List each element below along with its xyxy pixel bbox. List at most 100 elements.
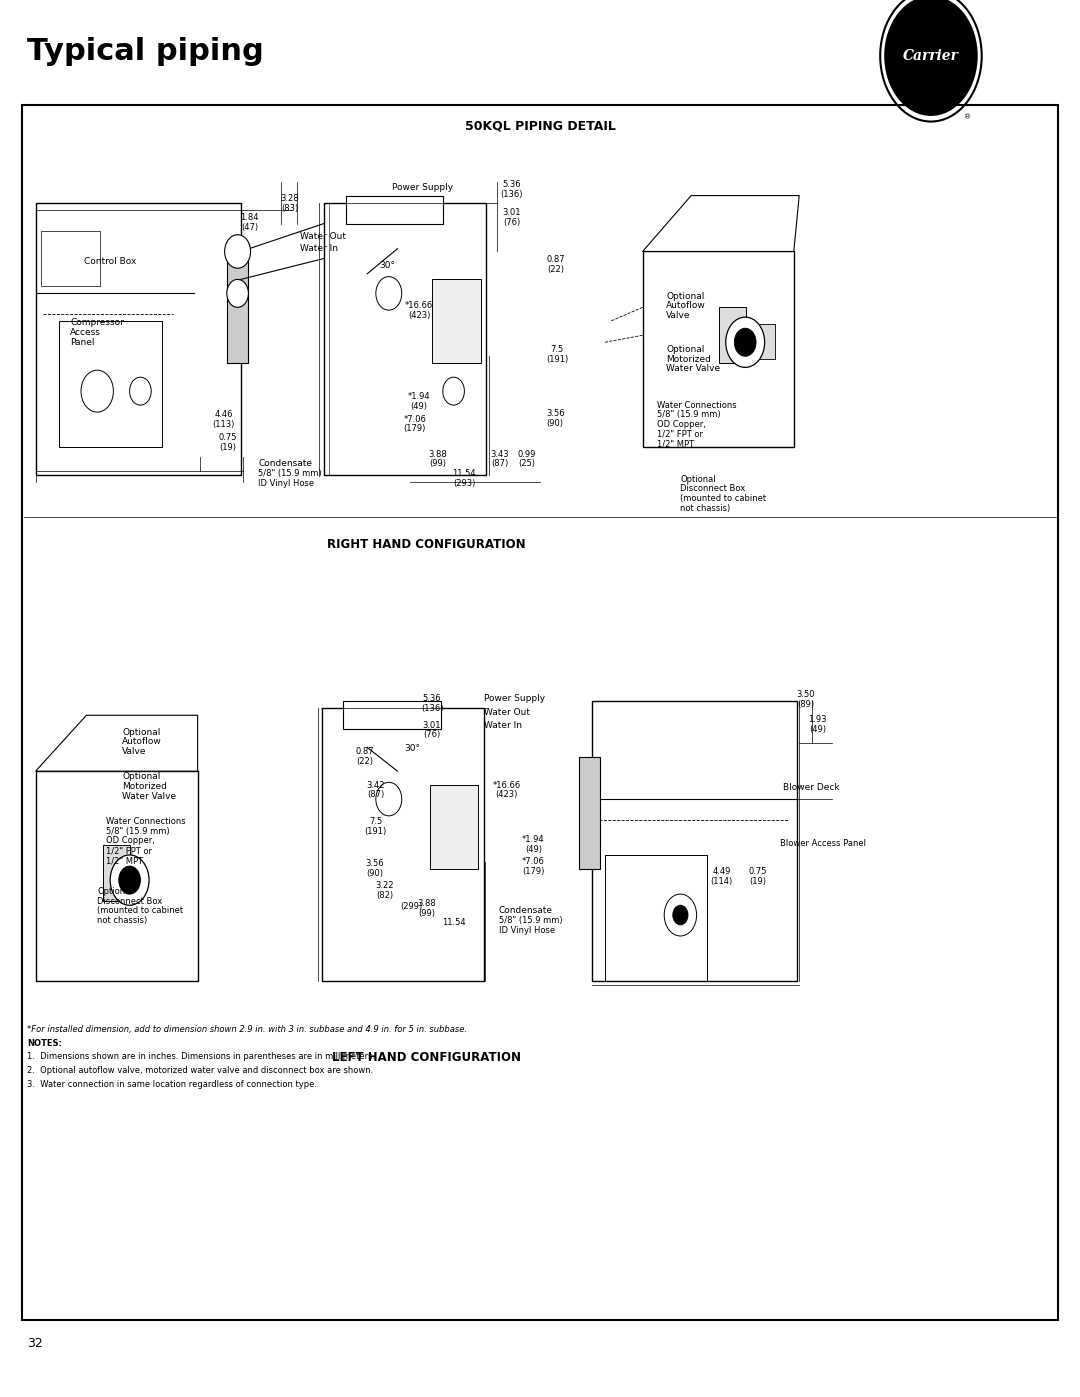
Text: 3.22: 3.22: [375, 882, 394, 890]
Text: Water Out: Water Out: [484, 708, 530, 717]
Text: (mounted to cabinet: (mounted to cabinet: [680, 495, 767, 503]
Text: (49): (49): [525, 845, 542, 854]
Text: 11.54: 11.54: [453, 469, 476, 478]
Text: (90): (90): [546, 419, 564, 427]
Text: RIGHT HAND CONFIGURATION: RIGHT HAND CONFIGURATION: [327, 538, 526, 552]
Text: Optional: Optional: [97, 887, 133, 895]
Text: Power Supply: Power Supply: [484, 694, 545, 703]
Text: Carrier: Carrier: [903, 49, 959, 63]
Bar: [36, 203, 241, 475]
Text: (49): (49): [410, 402, 428, 411]
Text: Power Supply: Power Supply: [392, 183, 454, 191]
Text: ID Vinyl Hose: ID Vinyl Hose: [258, 479, 314, 488]
Bar: [643, 251, 794, 447]
Text: 5/8" (15.9 mm): 5/8" (15.9 mm): [657, 411, 720, 419]
Text: 7.5: 7.5: [369, 817, 382, 826]
Text: (90): (90): [366, 869, 383, 877]
Text: (423): (423): [408, 312, 430, 320]
Text: not chassis): not chassis): [680, 504, 731, 513]
Text: (83): (83): [281, 204, 298, 212]
Text: (87): (87): [491, 460, 509, 468]
Text: Compressor: Compressor: [70, 319, 124, 327]
Bar: [103, 845, 130, 901]
Polygon shape: [36, 715, 198, 771]
Text: Water Connections: Water Connections: [106, 817, 186, 826]
Circle shape: [227, 279, 248, 307]
Bar: [324, 203, 486, 475]
Circle shape: [664, 894, 697, 936]
Bar: [430, 785, 478, 869]
Text: 11.54: 11.54: [442, 918, 465, 926]
Text: OD Copper,: OD Copper,: [106, 837, 154, 845]
Text: 1/2" MPT: 1/2" MPT: [106, 856, 143, 865]
Text: LEFT HAND CONFIGURATION: LEFT HAND CONFIGURATION: [333, 1051, 522, 1065]
Circle shape: [225, 235, 251, 268]
Bar: [756, 324, 775, 359]
Circle shape: [119, 866, 140, 894]
Text: 1/2" FPT or: 1/2" FPT or: [657, 430, 703, 439]
Text: 0.99: 0.99: [517, 450, 537, 458]
Polygon shape: [643, 196, 799, 251]
Text: (87): (87): [367, 791, 384, 799]
Text: (113): (113): [213, 420, 234, 429]
Text: Optional: Optional: [122, 773, 161, 781]
Text: 3.56: 3.56: [365, 859, 384, 868]
Bar: [22, 105, 1058, 1320]
Bar: [605, 855, 707, 981]
Text: Water Connections: Water Connections: [657, 401, 737, 409]
Bar: [592, 701, 797, 981]
Text: 3.50: 3.50: [796, 690, 815, 698]
Bar: [579, 757, 600, 869]
Bar: [432, 279, 481, 363]
Text: Motorized: Motorized: [122, 782, 167, 791]
Text: 0.87: 0.87: [546, 256, 566, 264]
Text: Autoflow: Autoflow: [666, 302, 706, 310]
Text: *For installed dimension, add to dimension shown 2.9 in. with 3 in. subbase and : *For installed dimension, add to dimensi…: [27, 1025, 467, 1034]
Text: (82): (82): [376, 891, 393, 900]
Bar: [59, 321, 162, 447]
Text: 3.56: 3.56: [545, 409, 565, 418]
Text: 5/8" (15.9 mm): 5/8" (15.9 mm): [106, 827, 170, 835]
Bar: [322, 708, 484, 981]
Bar: [227, 251, 248, 363]
Text: (89): (89): [797, 700, 814, 708]
Text: Blower Access Panel: Blower Access Panel: [780, 840, 866, 848]
Text: (99): (99): [418, 909, 435, 918]
Text: (136): (136): [501, 190, 523, 198]
Text: (191): (191): [546, 355, 568, 363]
Text: 0.75: 0.75: [218, 433, 238, 441]
Text: *7.06: *7.06: [522, 858, 545, 866]
Text: Panel: Panel: [70, 338, 95, 346]
Text: ID Vinyl Hose: ID Vinyl Hose: [499, 926, 555, 935]
Text: *1.94: *1.94: [523, 835, 544, 844]
Text: Autoflow: Autoflow: [122, 738, 162, 746]
Text: 4.46: 4.46: [214, 411, 233, 419]
Text: (99): (99): [429, 460, 446, 468]
Text: OD Copper,: OD Copper,: [657, 420, 705, 429]
Text: Optional: Optional: [666, 292, 705, 300]
Text: (47): (47): [241, 224, 258, 232]
Text: Access: Access: [70, 328, 102, 337]
Text: 30°: 30°: [404, 745, 420, 753]
Text: (19): (19): [750, 877, 767, 886]
Text: Water Out: Water Out: [300, 232, 347, 240]
Circle shape: [734, 328, 756, 356]
Text: *7.06: *7.06: [403, 415, 427, 423]
Circle shape: [886, 0, 976, 115]
Text: Valve: Valve: [666, 312, 691, 320]
Text: (293): (293): [454, 479, 475, 488]
Text: 5/8" (15.9 mm): 5/8" (15.9 mm): [499, 916, 563, 925]
Bar: [41, 231, 100, 286]
Text: Water In: Water In: [484, 721, 522, 729]
Text: (114): (114): [711, 877, 732, 886]
Text: 5/8" (15.9 mm): 5/8" (15.9 mm): [258, 469, 322, 478]
Text: Motorized: Motorized: [666, 355, 712, 363]
Bar: [719, 307, 746, 363]
Text: 1.84: 1.84: [240, 214, 259, 222]
Text: Disconnect Box: Disconnect Box: [680, 485, 745, 493]
Text: 3.01: 3.01: [422, 721, 442, 729]
Text: 7.5: 7.5: [551, 345, 564, 353]
Text: (299): (299): [401, 902, 422, 911]
Text: Optional: Optional: [680, 475, 716, 483]
Text: 2.  Optional autoflow valve, motorized water valve and disconnect box are shown.: 2. Optional autoflow valve, motorized wa…: [27, 1066, 374, 1074]
